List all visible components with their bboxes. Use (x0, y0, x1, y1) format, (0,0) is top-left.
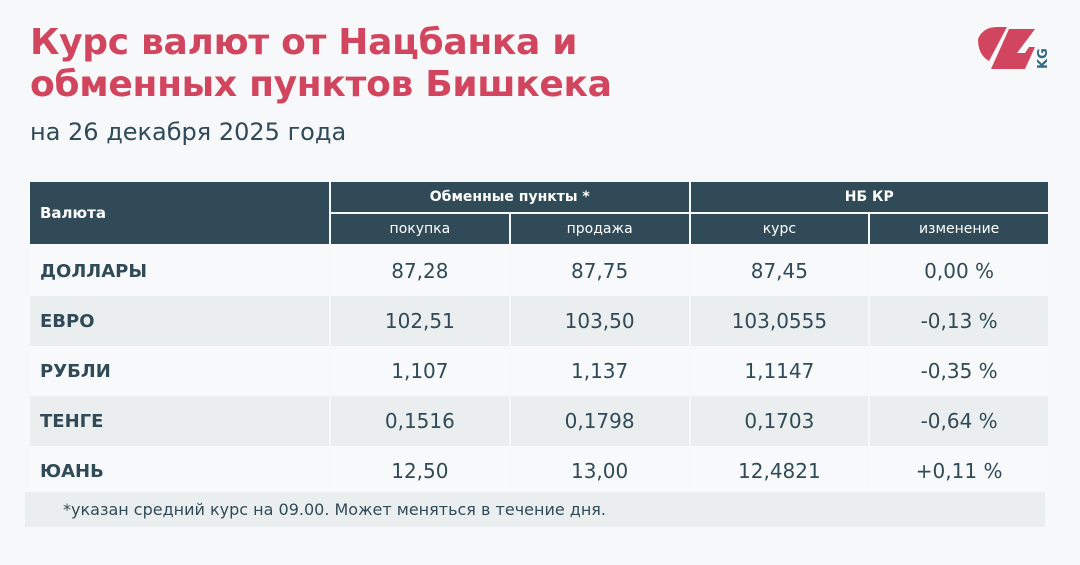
table-row: ЕВРО 102,51 103,50 103,0555 -0,13 % (30, 296, 1050, 346)
cell-sell: 103,50 (508, 296, 691, 346)
header-currency: Валюта (30, 180, 331, 246)
cell-change: +0,11 % (868, 446, 1050, 496)
header-change: изменение (868, 212, 1050, 246)
cell-name: ЕВРО (30, 296, 331, 346)
cell-change: -0,64 % (868, 396, 1050, 446)
header-sell: продажа (508, 212, 691, 246)
table-row: РУБЛИ 1,107 1,137 1,1147 -0,35 % (30, 346, 1050, 396)
page-subtitle: на 26 декабря 2025 года (30, 118, 347, 146)
table-row: ЮАНЬ 12,50 13,00 12,4821 +0,11 % (30, 446, 1050, 496)
cell-rate: 103,0555 (688, 296, 871, 346)
cell-name: ТЕНГЕ (30, 396, 331, 446)
cell-buy: 12,50 (329, 446, 511, 496)
cell-sell: 13,00 (508, 446, 691, 496)
cell-rate: 1,1147 (688, 346, 871, 396)
title-line-1: Курс валют от Нацбанка и (30, 22, 578, 63)
page-title: Курс валют от Нацбанка и обменных пункто… (30, 22, 612, 106)
cell-sell: 87,75 (508, 245, 691, 296)
table-row: ТЕНГЕ 0,1516 0,1798 0,1703 -0,64 % (30, 396, 1050, 446)
cell-rate: 0,1703 (688, 396, 871, 446)
table-row: ДОЛЛАРЫ 87,28 87,75 87,45 0,00 % (30, 245, 1050, 296)
svg-text:KG: KG (1036, 48, 1051, 69)
cell-name: РУБЛИ (30, 346, 331, 396)
24kg-logo: KG (975, 25, 1055, 75)
cell-sell: 0,1798 (508, 396, 691, 446)
cell-change: -0,35 % (868, 346, 1050, 396)
cell-change: 0,00 % (868, 245, 1050, 296)
cell-change: -0,13 % (868, 296, 1050, 346)
cell-buy: 87,28 (329, 245, 511, 296)
cell-name: ДОЛЛАРЫ (30, 245, 331, 296)
header-exchange-points: Обменные пункты * (329, 180, 691, 214)
header-buy: покупка (329, 212, 511, 246)
title-line-2: обменных пунктов Бишкека (30, 64, 612, 105)
header-rate: курс (688, 212, 871, 246)
cell-rate: 12,4821 (688, 446, 871, 496)
cell-buy: 1,107 (329, 346, 511, 396)
cell-buy: 102,51 (329, 296, 511, 346)
cell-buy: 0,1516 (329, 396, 511, 446)
cell-rate: 87,45 (688, 245, 871, 296)
header-nbkr: НБ КР (688, 180, 1050, 214)
currency-table: Валюта Обменные пункты * НБ КР покупка п… (30, 180, 1050, 496)
cell-sell: 1,137 (508, 346, 691, 396)
footnote: *указан средний курс на 09.00. Может мен… (25, 492, 1045, 527)
cell-name: ЮАНЬ (30, 446, 331, 496)
